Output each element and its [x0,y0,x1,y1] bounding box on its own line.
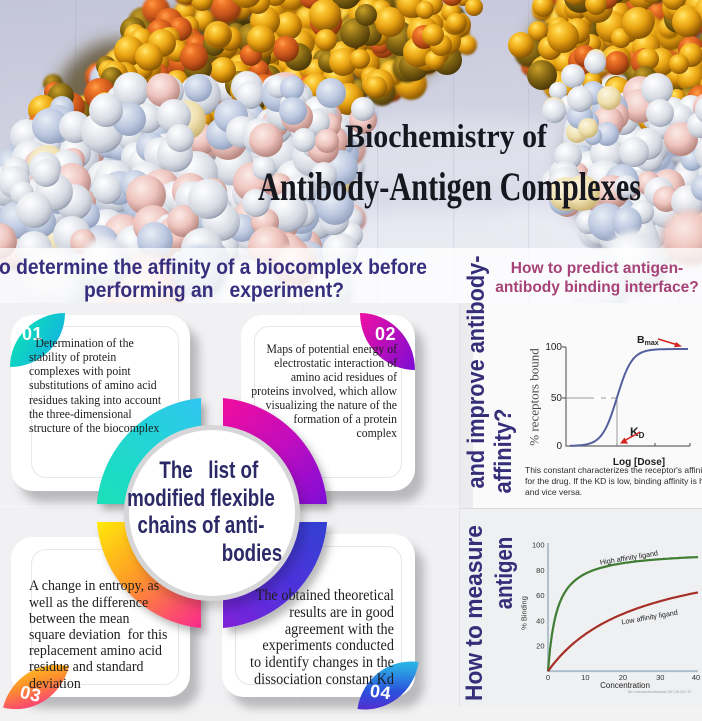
svg-text:20: 20 [619,673,627,682]
svg-text:40: 40 [692,673,700,682]
svg-text:Concentration: Concentration [600,681,650,690]
svg-text:100: 100 [532,541,545,550]
svg-text:% Binding: % Binding [520,596,529,630]
svg-text:60: 60 [536,591,544,600]
svg-text:40: 40 [536,616,544,625]
svg-text:20: 20 [536,642,544,651]
svg-text:0: 0 [546,673,550,682]
svg-text:High affinity ligand: High affinity ligand [599,548,658,567]
svg-text:Log [Dose]: Log [Dose] [613,457,665,468]
svg-text:0: 0 [556,441,562,452]
svg-text:30: 30 [656,673,664,682]
svg-text:% receptors bound: % receptors bound [527,348,542,446]
svg-text:100: 100 [545,342,562,353]
svg-text:80: 80 [536,566,544,575]
svg-text:Bio Colorado Biochemicals 201: Bio Colorado Biochemicals 2017-05-3 ID: … [628,690,691,694]
svg-text:KD: KD [630,425,645,440]
svg-text:50: 50 [551,393,563,404]
svg-text:10: 10 [581,673,589,682]
svg-text:Bmax: Bmax [637,334,659,347]
